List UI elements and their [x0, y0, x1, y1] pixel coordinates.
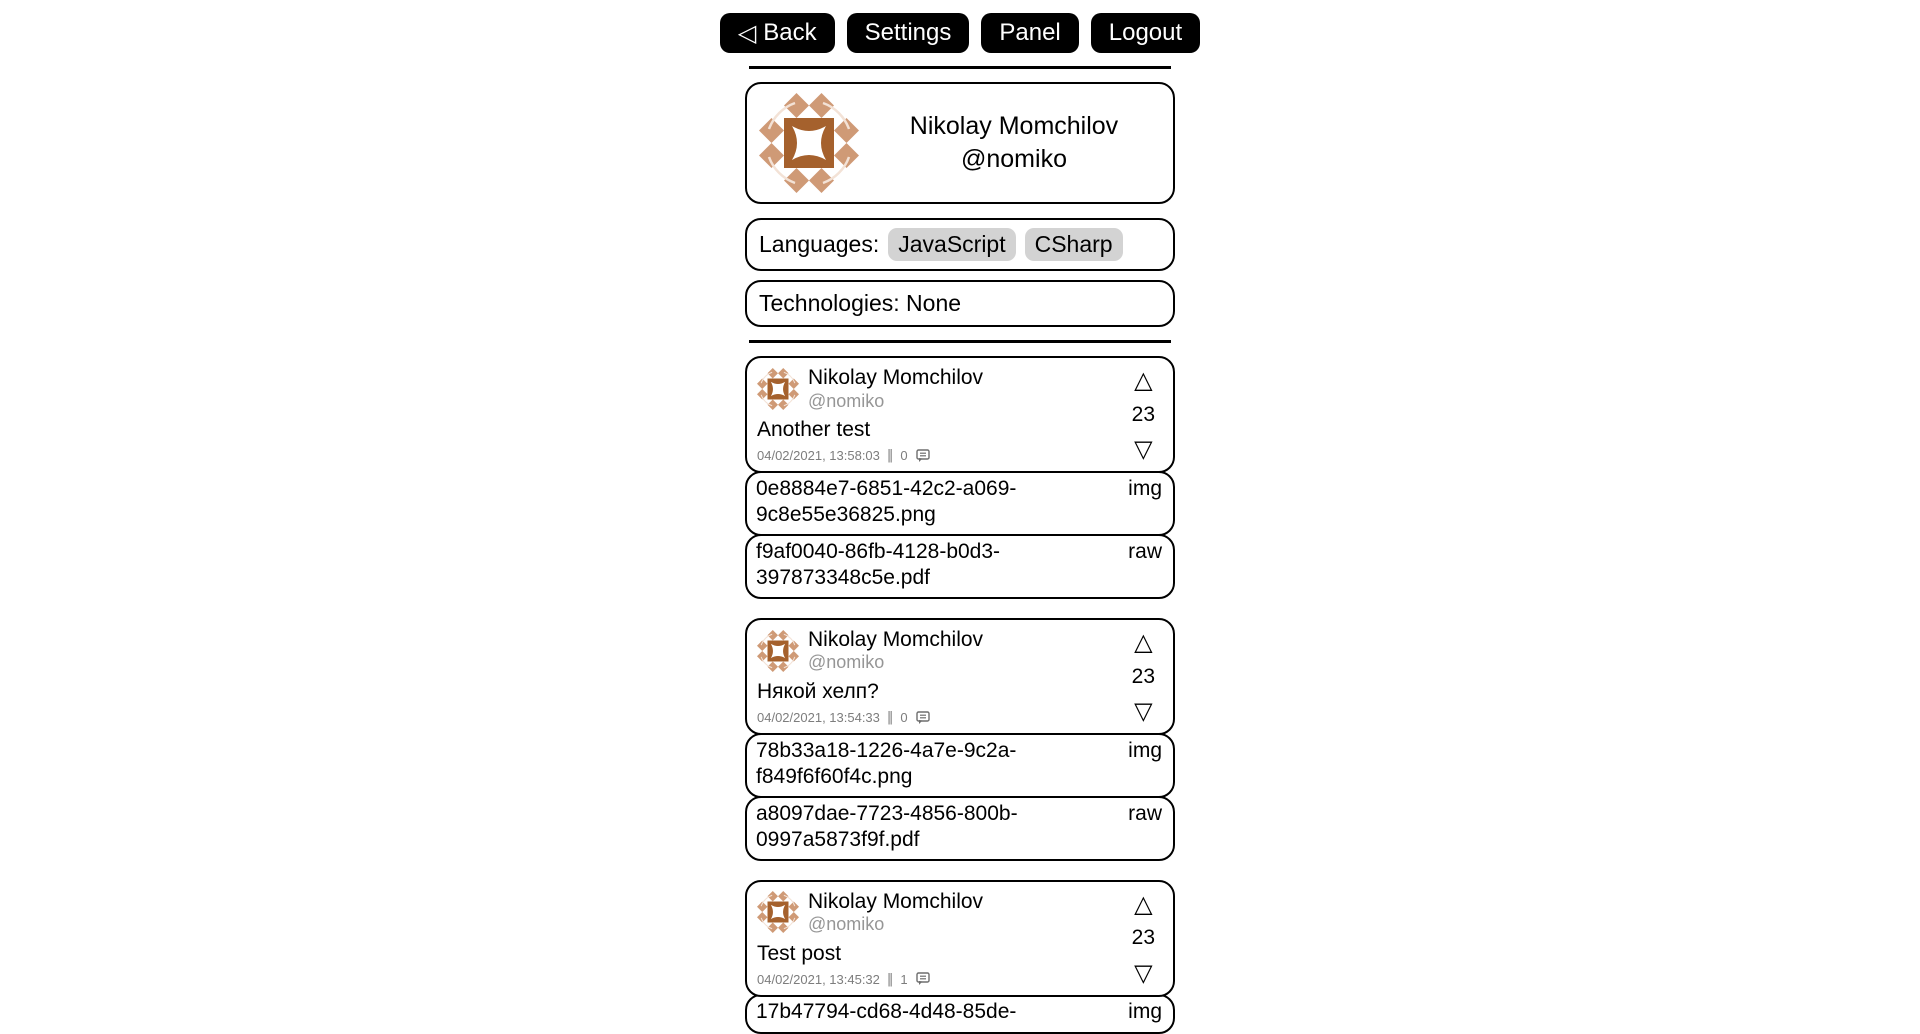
post-author-handle: @nomiko [808, 652, 885, 673]
attachment-filename: a8097dae-7723-4856-800b-0997a5873f9f.pdf [756, 801, 1018, 851]
meta-separator: ‖ [886, 448, 894, 464]
panel-button-label: Panel [999, 19, 1061, 46]
attachment-card[interactable]: 17b47794-cd68-4d48-85de- img [745, 994, 1175, 1034]
downvote-button[interactable]: ▽ [1134, 697, 1153, 726]
downvote-button[interactable]: ▽ [1134, 435, 1153, 464]
post-card: Nikolay Momchilov @nomiko Някой хелп? 04… [745, 618, 1175, 736]
vote-count: 23 [1131, 664, 1155, 688]
attachment-filename: 0e8884e7-6851-42c2-a069-9c8e55e36825.png [756, 476, 1017, 526]
attachment-type-label: img [1128, 1000, 1162, 1024]
post-3: Nikolay Momchilov @nomiko Test post 04/0… [745, 880, 1175, 1034]
attachment-filename: 78b33a18-1226-4a7e-9c2a-f849f6f60f4c.png [756, 738, 1017, 788]
logout-button-label: Logout [1108, 19, 1183, 46]
post-timestamp: 04/02/2021, 13:54:33 [757, 710, 880, 726]
settings-button[interactable]: Settings [846, 13, 970, 54]
post-title: Another test [757, 418, 871, 442]
panel-button[interactable]: Panel [981, 13, 1079, 54]
divider-top [749, 66, 1171, 70]
meta-separator: ‖ [886, 971, 894, 987]
languages-card: Languages: JavaScript CSharp [745, 218, 1175, 272]
attachment-card[interactable]: 0e8884e7-6851-42c2-a069-9c8e55e36825.png… [745, 470, 1175, 537]
attachment-card[interactable]: f9af0040-86fb-4128-b0d3-397873348c5e.pdf… [745, 533, 1175, 600]
technologies-card: Technologies: None [745, 280, 1175, 328]
comment-bubble-icon [915, 710, 930, 724]
post-author-avatar-identicon [757, 891, 799, 934]
profile-handle: @nomiko [961, 145, 1067, 174]
post-author-avatar-identicon [757, 629, 799, 672]
post-author-handle: @nomiko [808, 914, 885, 935]
settings-button-label: Settings [864, 19, 952, 46]
attachment-card[interactable]: 78b33a18-1226-4a7e-9c2a-f849f6f60f4c.png… [745, 732, 1175, 799]
attachment-type-label: img [1128, 476, 1162, 500]
logout-button[interactable]: Logout [1090, 13, 1201, 54]
profile-names: Nikolay Momchilov @nomiko [867, 110, 1161, 178]
comment-bubble-icon [915, 449, 930, 462]
post-comment-count: 0 [900, 448, 908, 464]
toolbar: ◁ Back Settings Panel Logout [719, 13, 1201, 54]
technologies-label: Technologies: None [759, 290, 962, 317]
back-button[interactable]: ◁ Back [719, 13, 835, 54]
language-badge-javascript: JavaScript [888, 228, 1016, 262]
content-column: ◁ Back Settings Panel Logout [719, 0, 1201, 1034]
post-comment-count: 1 [900, 971, 908, 987]
languages-label: Languages: [759, 231, 880, 258]
divider-posts [749, 340, 1171, 344]
meta-separator: ‖ [886, 710, 894, 726]
profile-name: Nikolay Momchilov [909, 111, 1119, 140]
upvote-button[interactable]: △ [1134, 628, 1153, 657]
post-title: Test post [757, 941, 842, 965]
attachment-type-label: img [1128, 738, 1162, 762]
post-author-name: Nikolay Momchilov [808, 890, 984, 914]
post-title: Някой хелп? [757, 680, 879, 704]
post-card: Nikolay Momchilov @nomiko Test post 04/0… [745, 880, 1175, 997]
post-2: Nikolay Momchilov @nomiko Някой хелп? 04… [745, 618, 1175, 862]
attachment-type-label: raw [1128, 539, 1162, 563]
post-1: Nikolay Momchilov @nomiko Another test 0… [745, 356, 1175, 600]
post-author-name: Nikolay Momchilov [808, 628, 984, 652]
post-card: Nikolay Momchilov @nomiko Another test 0… [745, 356, 1175, 474]
vote-count: 23 [1131, 926, 1155, 950]
language-badge-csharp: CSharp [1024, 228, 1123, 262]
post-comment-count: 0 [900, 710, 908, 726]
post-timestamp: 04/02/2021, 13:58:03 [757, 448, 880, 464]
profile-card: Nikolay Momchilov @nomiko [745, 82, 1175, 205]
post-timestamp: 04/02/2021, 13:45:32 [757, 971, 880, 987]
downvote-button[interactable]: ▽ [1134, 958, 1153, 987]
attachment-card[interactable]: a8097dae-7723-4856-800b-0997a5873f9f.pdf… [745, 795, 1175, 862]
post-author-name: Nikolay Momchilov [808, 366, 984, 390]
comment-bubble-icon [915, 972, 930, 986]
back-button-label: Back [763, 19, 817, 46]
attachment-filename: f9af0040-86fb-4128-b0d3-397873348c5e.pdf [756, 539, 1001, 589]
upvote-button[interactable]: △ [1134, 366, 1153, 395]
upvote-button[interactable]: △ [1134, 890, 1153, 919]
post-author-avatar-identicon [757, 367, 799, 410]
attachment-type-label: raw [1128, 801, 1162, 825]
attachment-filename: 17b47794-cd68-4d48-85de- [756, 1000, 1017, 1024]
vote-count: 23 [1131, 402, 1155, 426]
back-arrow-icon: ◁ [737, 19, 757, 47]
post-author-handle: @nomiko [808, 390, 885, 411]
profile-avatar-identicon [759, 93, 859, 194]
